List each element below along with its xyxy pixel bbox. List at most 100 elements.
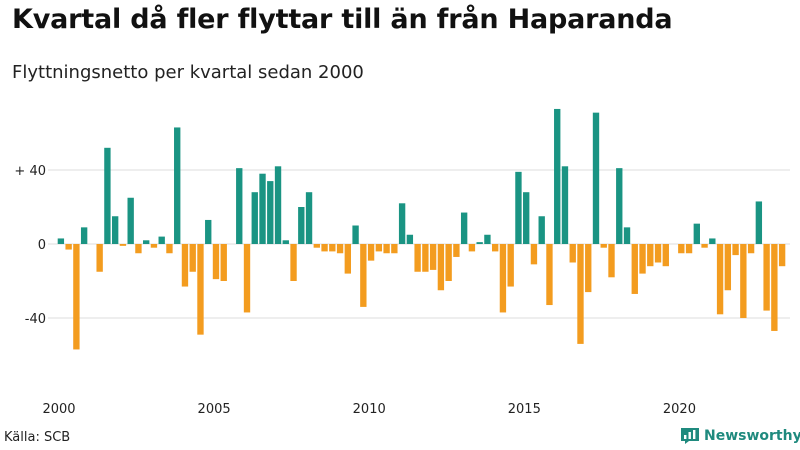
- bar: [647, 244, 654, 267]
- y-tick-label: -40: [25, 312, 46, 327]
- bar: [678, 244, 685, 254]
- bar: [523, 192, 530, 244]
- brand-name: Newsworthy: [704, 428, 800, 444]
- bar: [616, 168, 623, 244]
- bar: [243, 244, 251, 313]
- bar: [251, 192, 258, 244]
- bar: [73, 244, 80, 350]
- chart-title: Kvartal då fler flyttar till än från Hap…: [12, 4, 673, 35]
- bar: [778, 244, 786, 267]
- bar: [763, 244, 770, 311]
- bar: [530, 244, 538, 265]
- bar: [608, 244, 615, 278]
- bar: [197, 244, 204, 335]
- bar: [732, 244, 739, 256]
- bar: [554, 108, 561, 244]
- bar: [127, 197, 134, 244]
- bar: [429, 244, 437, 270]
- bars: [57, 108, 786, 350]
- bar: [367, 244, 375, 261]
- x-tick-label: 2000: [42, 402, 75, 417]
- bar: [685, 244, 693, 254]
- bar: [375, 244, 383, 252]
- bar: [143, 240, 150, 244]
- bar: [274, 166, 282, 244]
- bar: [406, 234, 414, 244]
- bar: [119, 244, 127, 246]
- source-note: Källa: SCB: [4, 430, 71, 445]
- bar: [693, 223, 700, 244]
- bar: [259, 173, 266, 244]
- bar: [507, 244, 514, 287]
- bar: [639, 244, 646, 274]
- bar: [267, 181, 274, 244]
- bar: [181, 244, 189, 287]
- bar: [561, 166, 569, 244]
- bar: [724, 244, 732, 291]
- bar: [158, 236, 165, 244]
- bar: [422, 244, 429, 272]
- bar: [65, 244, 72, 250]
- bar: [445, 244, 452, 281]
- newsworthy-logo-icon: [681, 428, 699, 444]
- bar: [352, 225, 359, 244]
- bar: [96, 244, 103, 272]
- bar: [80, 227, 88, 244]
- y-axis-tick-labels: + 40 0 -40: [14, 164, 46, 327]
- bar: [398, 203, 406, 244]
- x-tick-label: 2005: [198, 402, 231, 417]
- bar: [716, 244, 724, 315]
- bar: [577, 244, 584, 344]
- bar: [492, 244, 499, 252]
- bar: [468, 244, 476, 252]
- bar: [282, 240, 289, 244]
- bar: [701, 244, 708, 248]
- bar: [336, 244, 344, 254]
- bar: [623, 227, 631, 244]
- bar: [360, 244, 367, 307]
- bar: [391, 244, 398, 254]
- chart-subtitle: Flyttningsnetto per kvartal sedan 2000: [12, 62, 364, 83]
- bar: [305, 192, 313, 244]
- bar: [740, 244, 747, 318]
- bar: [205, 219, 212, 244]
- bar: [321, 244, 328, 252]
- bar: [585, 244, 592, 293]
- bar: [569, 244, 576, 263]
- bar: [592, 112, 600, 245]
- x-tick-label: 2015: [508, 402, 541, 417]
- bar: [460, 212, 468, 244]
- bar: [600, 244, 607, 248]
- bar: [329, 244, 336, 252]
- bar: [662, 244, 669, 267]
- bar: [654, 244, 662, 263]
- x-tick-label: 2020: [663, 402, 696, 417]
- bar: [771, 244, 778, 331]
- bar: [476, 242, 483, 244]
- bar: [546, 244, 553, 306]
- bar: [189, 244, 196, 272]
- brand-logo[interactable]: Newsworthy: [680, 427, 800, 445]
- bar: [220, 244, 227, 281]
- bar: [135, 244, 142, 254]
- x-axis-tick-labels: 2000 2005 2010 2015 2020: [42, 402, 696, 417]
- x-tick-label: 2010: [353, 402, 386, 417]
- bar: [453, 244, 460, 257]
- bar: [236, 168, 243, 244]
- bar: [104, 147, 111, 244]
- bar: [499, 244, 507, 313]
- bar: [313, 244, 320, 248]
- bar: [709, 238, 716, 244]
- bar: [212, 244, 220, 280]
- y-tick-label: 0: [38, 238, 46, 253]
- bar: [631, 244, 638, 294]
- y-tick-label: + 40: [14, 164, 46, 179]
- bar: [755, 201, 763, 244]
- bar: [437, 244, 445, 291]
- bar: [538, 216, 545, 244]
- bar: [290, 244, 297, 281]
- bar: [344, 244, 351, 274]
- bar: [484, 234, 491, 244]
- bar: [383, 244, 390, 254]
- bar: [166, 244, 173, 254]
